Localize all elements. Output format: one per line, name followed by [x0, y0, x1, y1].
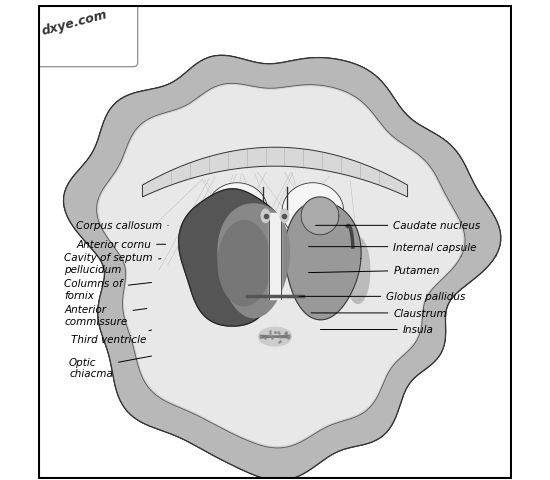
- Polygon shape: [179, 190, 286, 326]
- Text: Putamen: Putamen: [309, 266, 440, 276]
- Text: Internal capsule: Internal capsule: [309, 242, 477, 252]
- PathPatch shape: [142, 148, 408, 197]
- Ellipse shape: [261, 210, 270, 223]
- Text: Claustrum: Claustrum: [311, 308, 447, 318]
- PathPatch shape: [64, 56, 501, 480]
- Polygon shape: [285, 202, 361, 320]
- Text: Corpus callosum: Corpus callosum: [76, 221, 168, 231]
- Polygon shape: [206, 183, 268, 240]
- Text: Third ventricle: Third ventricle: [72, 330, 152, 344]
- Text: Globus pallidus: Globus pallidus: [299, 292, 466, 302]
- Polygon shape: [99, 86, 463, 445]
- Polygon shape: [218, 221, 270, 306]
- Text: Insula: Insula: [321, 325, 434, 335]
- Polygon shape: [301, 197, 339, 235]
- Polygon shape: [64, 56, 501, 480]
- Ellipse shape: [258, 327, 292, 347]
- Polygon shape: [218, 204, 289, 318]
- Polygon shape: [346, 238, 370, 304]
- Text: Cavity of septum
pellucidum: Cavity of septum pellucidum: [64, 253, 161, 275]
- Text: Columns of
fornix: Columns of fornix: [64, 279, 151, 300]
- Bar: [269, 214, 281, 299]
- Text: dxye.com: dxye.com: [41, 8, 109, 37]
- Text: Caudate nucleus: Caudate nucleus: [316, 221, 481, 231]
- Polygon shape: [282, 183, 344, 240]
- Ellipse shape: [280, 210, 289, 223]
- Text: Anterior cornu: Anterior cornu: [76, 240, 166, 250]
- Text: Optic
chiacma: Optic chiacma: [69, 356, 152, 378]
- FancyBboxPatch shape: [34, 1, 138, 68]
- Text: Anterior
commissure: Anterior commissure: [64, 305, 147, 326]
